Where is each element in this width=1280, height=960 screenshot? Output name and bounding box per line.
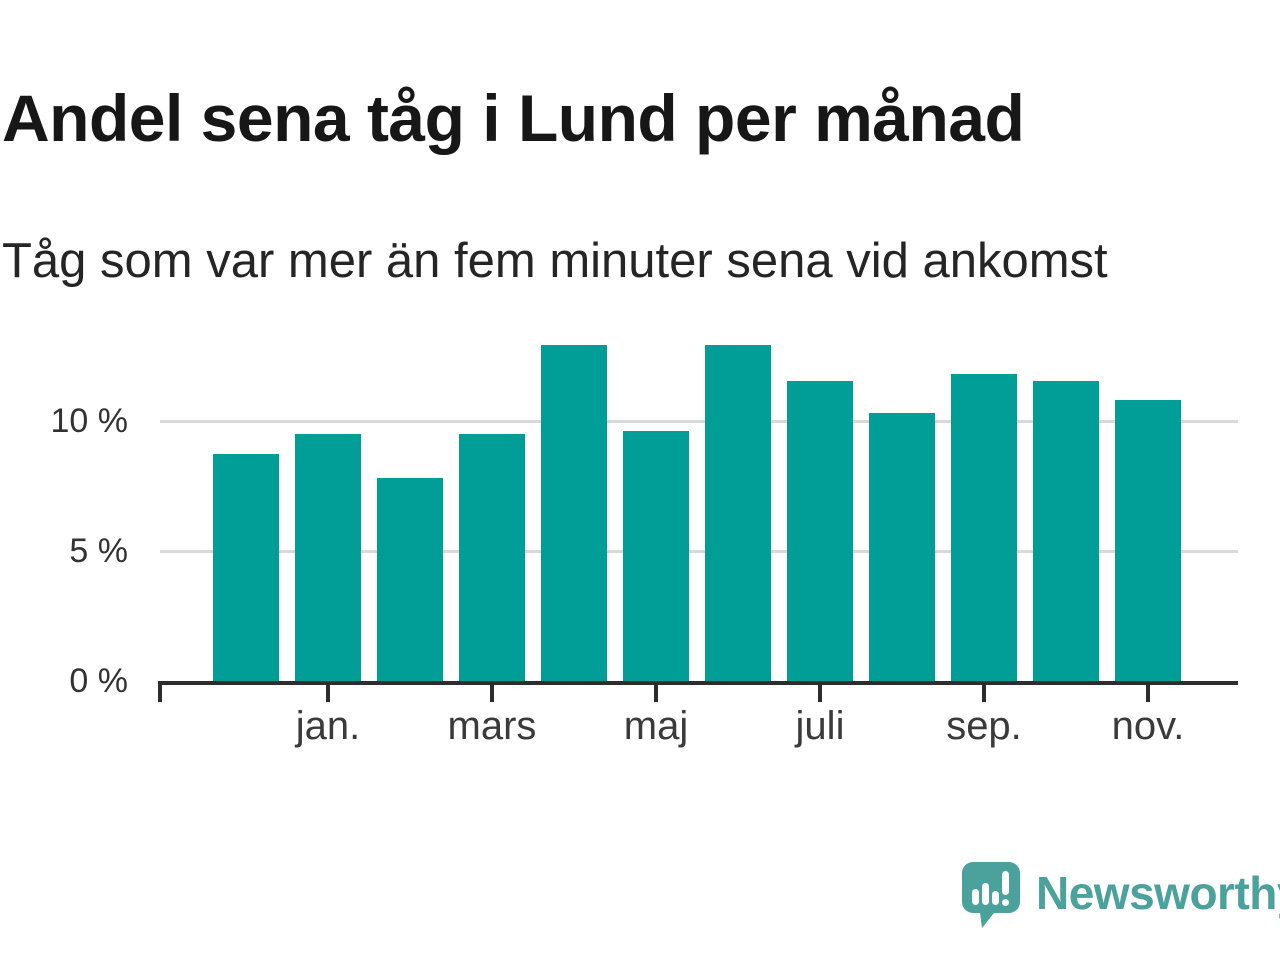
x-axis-label-jan: jan. <box>295 704 361 748</box>
chart-title: Andel sena tåg i Lund per månad <box>2 81 1025 156</box>
chart-subtitle: Tåg som var mer än fem minuter sena vid … <box>2 234 1108 288</box>
bar-3 <box>377 478 443 681</box>
x-axis-tick <box>654 681 658 702</box>
newsworthy-logo: Newsworthy <box>961 860 1280 930</box>
bar-chart-plot-area <box>160 330 1238 681</box>
bar-12 <box>1115 400 1181 681</box>
bar-2 <box>295 434 361 681</box>
x-axis-label-maj: maj <box>623 704 689 748</box>
gridline-10pct <box>160 419 1238 423</box>
bar-9 <box>869 413 935 681</box>
bar-8 <box>787 381 853 681</box>
gridline-5pct <box>160 549 1238 553</box>
y-axis-label-0: 0 % <box>69 662 128 700</box>
x-axis-label-mars: mars <box>447 704 537 748</box>
bar-7 <box>705 345 771 681</box>
x-axis-label-sep: sep. <box>946 704 1022 748</box>
x-axis-tick <box>490 681 494 702</box>
x-axis-tick <box>818 681 822 702</box>
bar-10 <box>951 374 1017 681</box>
x-axis-label-juli: juli <box>795 704 845 748</box>
bar-6 <box>623 431 689 681</box>
brand-name: Newsworthy <box>1036 867 1280 919</box>
newsworthy-bar-chart-icon <box>962 862 1020 928</box>
x-axis-tick <box>326 681 330 702</box>
x-axis-line <box>158 681 1238 685</box>
bar-11 <box>1033 381 1099 681</box>
bar-4 <box>459 434 525 681</box>
x-axis-tick <box>1146 681 1150 702</box>
bar-1 <box>213 454 279 681</box>
bar-5 <box>541 345 607 681</box>
y-axis-label-5: 5 % <box>69 531 128 570</box>
x-axis-label-nov: nov. <box>1111 704 1185 748</box>
y-axis-label-10: 10 % <box>50 401 129 440</box>
x-axis-tick <box>982 681 986 702</box>
x-axis-origin-tick <box>158 681 162 702</box>
